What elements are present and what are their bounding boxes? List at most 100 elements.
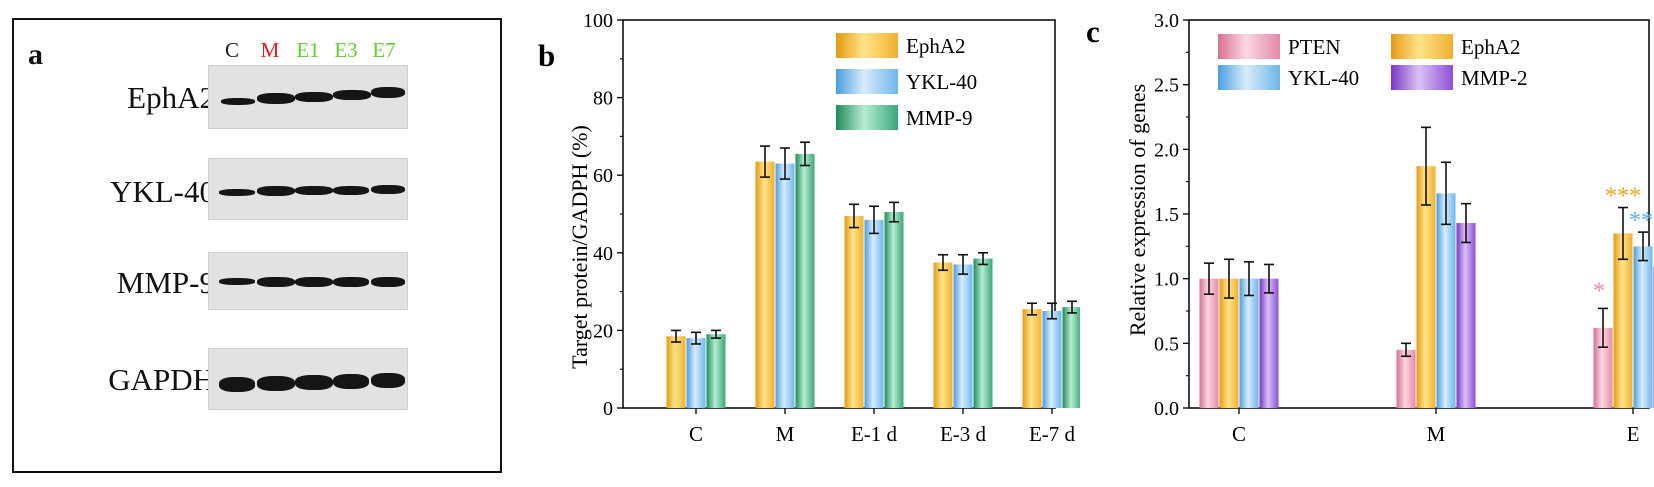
legend-swatch [1391, 34, 1453, 59]
band [221, 98, 255, 105]
lane-label-e3: E3 [334, 38, 358, 62]
legend-label: EphA2 [906, 34, 966, 58]
panel-letter-c: c [1086, 14, 1100, 49]
legend-swatch [836, 105, 898, 130]
bar [706, 334, 726, 408]
y-tick-label: 80 [593, 88, 613, 110]
bar [1219, 278, 1239, 408]
panel-letter-b: b [538, 38, 555, 73]
y-tick-label: 60 [593, 165, 613, 187]
legend-label: YKL-40 [1288, 66, 1359, 90]
band [333, 277, 369, 287]
legend-swatch [1218, 65, 1280, 90]
lane-label-m: M [260, 38, 280, 62]
bar [666, 336, 686, 408]
bar [1613, 233, 1633, 408]
band [295, 186, 333, 195]
y-axis-label-c: Relative expression of genes [1125, 84, 1150, 336]
band [257, 277, 295, 287]
bar [1396, 349, 1416, 408]
protein-label-ykl40: YKL-40 [109, 174, 215, 209]
y-tick-label: 3.0 [1154, 10, 1179, 32]
y-tick-label: 0.0 [1154, 398, 1179, 420]
bar [1416, 166, 1436, 408]
panel-a-western-blot: a C M E1 E3 E7 EphA2 YKL-40 MMP-9 GAPDH [0, 0, 520, 487]
y-tick-label: 0 [603, 398, 613, 420]
x-tick-label: M [776, 422, 795, 446]
protein-label-gapdh: GAPDH [108, 362, 215, 397]
lane-label-e7: E7 [372, 38, 396, 62]
band [219, 189, 255, 196]
band [257, 376, 295, 391]
legend-swatch [836, 69, 898, 94]
x-tick-label: E-3 d [940, 422, 987, 446]
bar [1239, 278, 1259, 408]
legend-label: MMP-9 [906, 106, 973, 130]
bar [1633, 246, 1653, 408]
legend-label: PTEN [1288, 35, 1341, 59]
band [371, 373, 405, 388]
x-tick-label: C [689, 422, 703, 446]
bar [933, 262, 953, 408]
band [219, 377, 255, 392]
band [371, 185, 405, 194]
bar [1259, 278, 1279, 408]
bar [1062, 307, 1080, 408]
chart-c: c Relative expression of genes 0.0 0.5 1.0… [1086, 10, 1654, 446]
bar [973, 258, 993, 408]
band [219, 278, 255, 285]
y-tick-label: 1.0 [1154, 269, 1179, 291]
x-tick-label: E-7 d [1029, 422, 1076, 446]
y-tick-label: 20 [593, 320, 613, 342]
band [257, 93, 295, 104]
protein-label-mmp9: MMP-9 [116, 265, 215, 300]
significance-marker: *** [1605, 184, 1641, 210]
blot-strip-ykl40 [208, 158, 408, 220]
bar [864, 219, 884, 408]
legend-label: MMP-2 [1461, 66, 1528, 90]
band [295, 277, 333, 287]
legend-swatch [1391, 65, 1453, 90]
band [333, 90, 371, 100]
x-tick-label: E-1 d [851, 422, 898, 446]
x-tick-label: E [1627, 422, 1640, 446]
y-axis-label-b: Target protein/GADPH (%) [567, 125, 592, 369]
y-tick-label: 2.0 [1154, 139, 1179, 161]
bar [1199, 278, 1219, 408]
y-tick-label: 40 [593, 243, 613, 265]
x-tick-label: M [1427, 422, 1446, 446]
x-tick-label: C [1232, 422, 1246, 446]
band [371, 87, 405, 98]
bar [775, 163, 795, 408]
bar [953, 264, 973, 408]
bar [1456, 223, 1476, 408]
bar [844, 215, 864, 408]
blot-frame [12, 18, 502, 473]
bar [1436, 193, 1456, 408]
bar [1042, 311, 1062, 408]
band [295, 92, 333, 102]
y-tick-label: 1.5 [1154, 204, 1179, 226]
lane-label-c: C [224, 38, 239, 62]
bar [686, 338, 706, 408]
blot-strip-epha2 [208, 65, 408, 129]
bar [755, 161, 775, 408]
bar [795, 153, 815, 408]
band [257, 186, 295, 196]
chart-b: b Target protein/GADPH (%) 020406080100 … [538, 10, 1080, 446]
band [371, 277, 405, 287]
y-tick-label: 100 [583, 10, 613, 32]
y-tick-label: 0.5 [1154, 333, 1179, 355]
bar [1022, 309, 1042, 408]
legend-label: EphA2 [1461, 35, 1521, 59]
band [295, 375, 333, 390]
significance-marker: * [1593, 278, 1605, 304]
blot-strip-mmp9 [208, 252, 408, 310]
y-tick-label: 2.5 [1154, 75, 1179, 97]
band [333, 374, 369, 389]
band [333, 186, 369, 195]
legend-swatch [1218, 34, 1280, 59]
protein-label-epha2: EphA2 [127, 80, 215, 115]
significance-marker: *** [1629, 208, 1654, 234]
legend-swatch [836, 33, 898, 58]
